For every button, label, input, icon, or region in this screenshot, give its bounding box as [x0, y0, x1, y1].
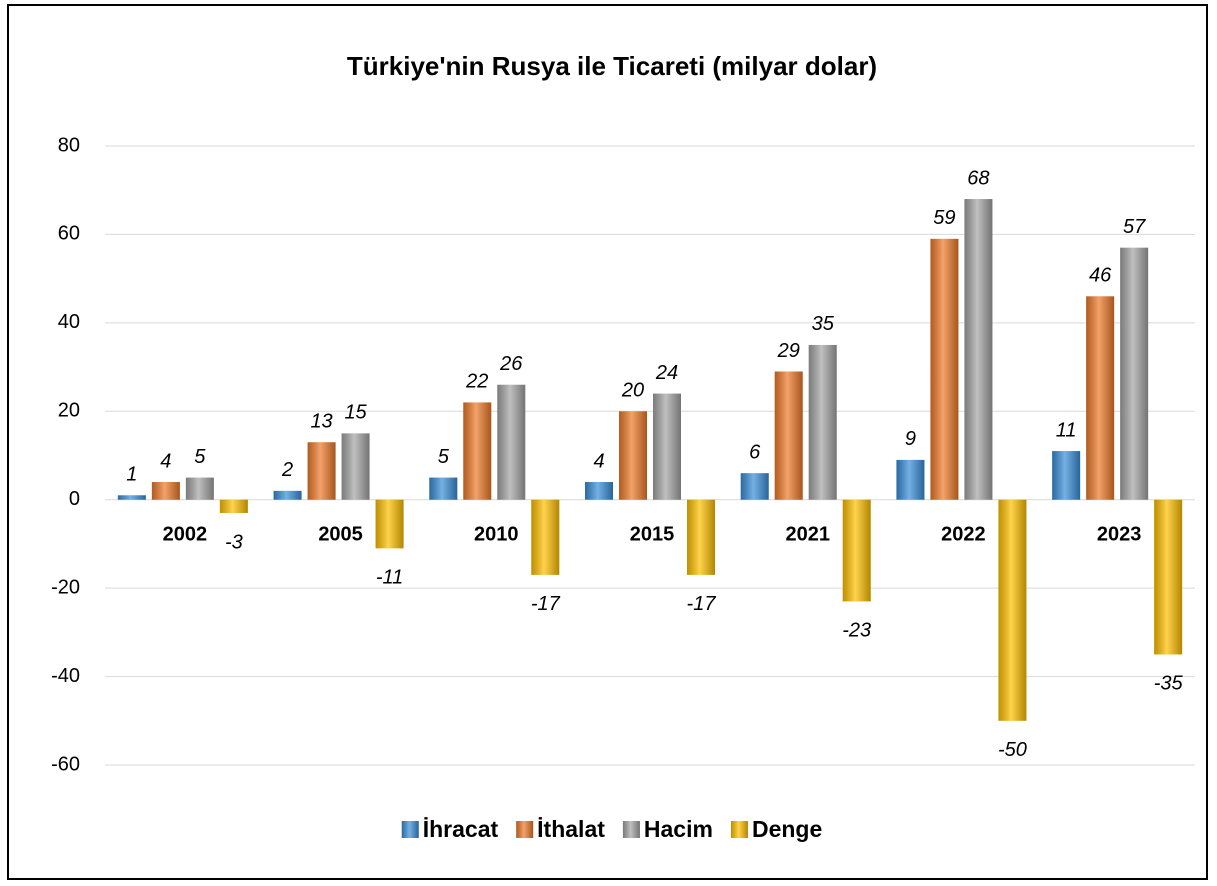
value-label: 13 [310, 411, 332, 433]
value-label: 1 [126, 464, 137, 486]
bar [429, 477, 458, 500]
bar [930, 238, 959, 500]
value-label: -3 [225, 531, 243, 553]
bar [219, 499, 248, 513]
bar [1120, 247, 1149, 500]
value-label: -17 [687, 593, 717, 615]
value-label: 68 [967, 167, 989, 189]
x-tick-label: 2010 [474, 523, 519, 545]
value-label: -23 [842, 620, 871, 642]
value-label: 4 [593, 450, 604, 472]
bar [808, 344, 837, 500]
bar [497, 384, 526, 500]
bar [531, 499, 560, 575]
bar [998, 499, 1027, 721]
bar [273, 490, 302, 500]
bar [463, 402, 492, 500]
y-tick-label: -20 [51, 576, 80, 598]
value-label: 2 [281, 459, 293, 481]
bar [687, 499, 715, 575]
bar [774, 371, 803, 500]
bar [740, 473, 769, 500]
x-tick-label: 2005 [318, 523, 363, 545]
x-tick-label: 2021 [785, 523, 830, 545]
value-label: 20 [621, 380, 644, 402]
value-label: -50 [998, 739, 1027, 761]
value-label: 5 [438, 446, 450, 468]
value-label: 46 [1089, 265, 1112, 287]
bar [964, 199, 993, 500]
value-label: 9 [905, 428, 916, 450]
bar [307, 442, 336, 500]
y-tick-label: -40 [51, 665, 80, 687]
y-tick-label: 0 [69, 488, 80, 510]
bar [1154, 499, 1183, 655]
x-tick-label: 2015 [630, 523, 675, 545]
bar [1052, 451, 1081, 500]
legend-swatch-shade [730, 821, 748, 838]
legend-label: Denge [752, 816, 822, 842]
value-label: -11 [376, 567, 403, 589]
value-label: 35 [812, 313, 835, 335]
value-label: -17 [531, 593, 561, 615]
bar [375, 499, 404, 549]
bar [1086, 296, 1115, 500]
value-label: 26 [499, 353, 523, 375]
y-tick-label: 40 [58, 311, 80, 333]
x-tick-label: 2002 [163, 523, 208, 545]
value-label: 22 [465, 371, 488, 393]
bar [585, 482, 613, 500]
value-label: -35 [1154, 673, 1184, 695]
bar [341, 433, 370, 500]
bar [896, 459, 925, 500]
bar [619, 411, 647, 500]
legend-swatch-shade [401, 821, 419, 838]
y-tick-label: 80 [58, 134, 80, 156]
value-label: 15 [344, 402, 367, 424]
x-tick-label: 2023 [1097, 523, 1142, 545]
value-label: 4 [160, 450, 171, 472]
value-label: 29 [777, 340, 800, 362]
value-label: 6 [749, 441, 761, 463]
legend-swatch-shade [622, 821, 640, 838]
value-label: 24 [655, 362, 678, 384]
legend-label: İthalat [537, 816, 605, 842]
chart-border [7, 4, 1208, 880]
x-tick-label: 2022 [941, 523, 986, 545]
bar [151, 482, 180, 500]
bar [842, 499, 871, 602]
y-tick-label: 20 [58, 400, 80, 422]
y-tick-label: -60 [51, 753, 80, 775]
bar [653, 393, 681, 500]
value-label: 5 [194, 446, 206, 468]
legend-label: Hacim [644, 816, 713, 842]
chart-title: Türkiye'nin Rusya ile Ticareti (milyar d… [347, 51, 877, 81]
value-label: 57 [1123, 216, 1146, 238]
legend-label: İhracat [423, 816, 499, 842]
value-label: 11 [1056, 419, 1077, 441]
bar [185, 477, 214, 500]
bar [117, 495, 146, 500]
legend-swatch-shade [516, 821, 534, 838]
value-label: 59 [933, 207, 955, 229]
y-tick-label: 60 [58, 223, 80, 245]
